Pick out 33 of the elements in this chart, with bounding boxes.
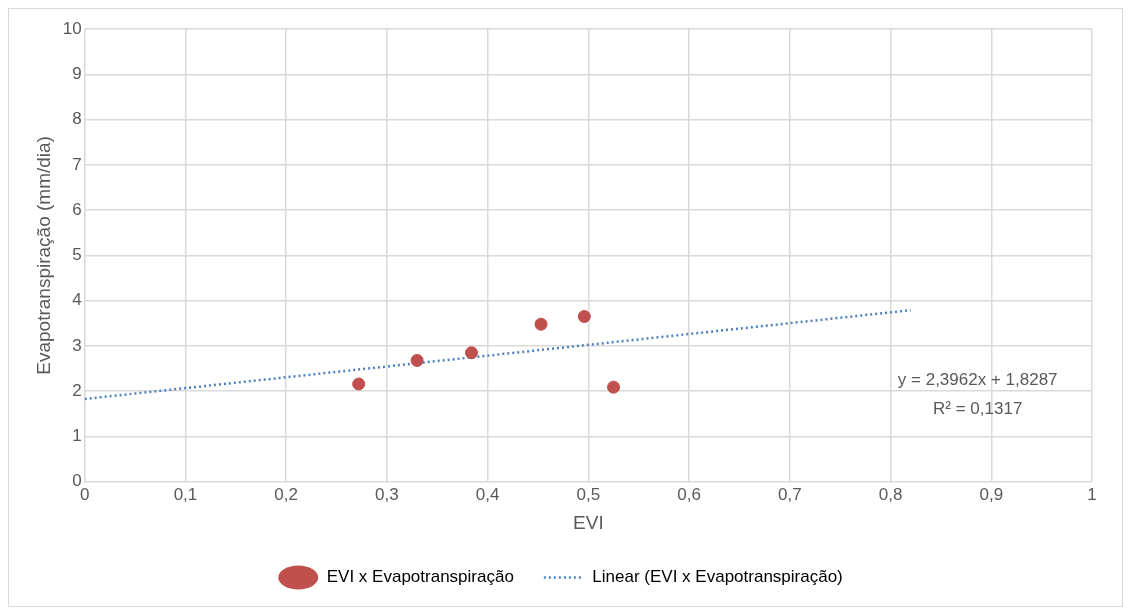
y-tick-label: 6 <box>72 199 82 219</box>
x-tick-label: 0,7 <box>777 484 802 504</box>
y-tick-label: 10 <box>62 18 82 38</box>
y-axis-title: Evapotranspiração (mm/dia) <box>32 136 54 375</box>
y-tick-label: 8 <box>72 109 82 129</box>
y-tick-label: 7 <box>72 154 82 174</box>
point <box>410 353 424 367</box>
point <box>465 346 479 360</box>
x-axis-title: EVI <box>573 511 604 533</box>
y-tick-label: 3 <box>72 335 82 355</box>
y-tick-label: 0 <box>72 471 82 491</box>
y-tick-label: 5 <box>72 245 82 265</box>
annotation: R² = 0,1317 <box>933 398 1023 418</box>
legend-label: EVI x Evapotranspiração <box>326 567 514 587</box>
y-tick-label: 9 <box>72 63 82 83</box>
y-tick-label: 4 <box>72 290 82 310</box>
point <box>352 377 366 391</box>
x-tick-label: 0,9 <box>979 484 1004 504</box>
annotation: y = 2,3962x + 1,8287 <box>897 369 1058 389</box>
y-tick-label: 1 <box>72 426 82 446</box>
x-tick-label: 0,5 <box>576 484 601 504</box>
point <box>577 310 591 324</box>
x-tick-label: 0,8 <box>878 484 903 504</box>
y-tick-label: 2 <box>72 380 82 400</box>
x-tick-label: 1 <box>1087 484 1097 504</box>
x-tick-label: 0,6 <box>677 484 701 504</box>
point <box>534 317 548 331</box>
point <box>607 380 621 394</box>
x-tick-label: 0,4 <box>475 484 500 504</box>
legend-label: Linear (EVI x Evapotranspiração) <box>592 567 843 587</box>
x-tick-label: 0,2 <box>274 484 298 504</box>
x-tick-label: 0,3 <box>375 484 399 504</box>
x-tick-label: 0,1 <box>173 484 198 504</box>
